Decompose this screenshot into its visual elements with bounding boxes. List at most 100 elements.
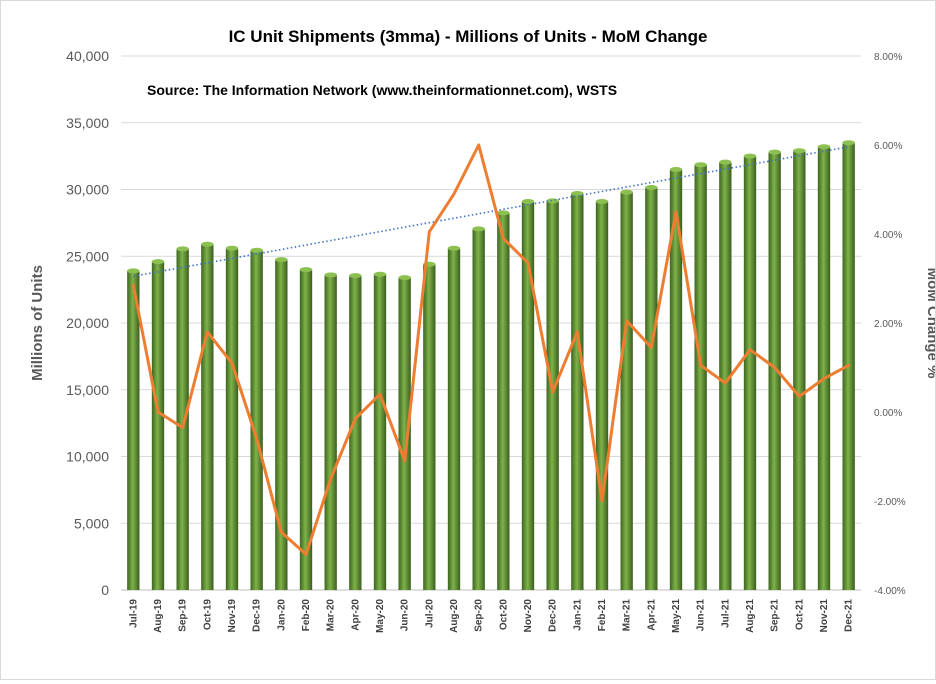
- bar-cap: [299, 267, 313, 273]
- trendline-path: [133, 145, 849, 278]
- y2-axis-ticks: -4.00% -2.00% 0.00% 2.00% 4.00% 6.00% 8.00%: [874, 52, 906, 597]
- bar-cap: [250, 247, 263, 253]
- bar: [349, 275, 362, 590]
- y2-tick-label: -4.00%: [874, 586, 906, 597]
- bar-cap: [176, 246, 189, 252]
- x-tick-label: Aug-20: [449, 599, 460, 633]
- y2-tick-label: -2.00%: [874, 497, 906, 508]
- bar-cap: [743, 153, 757, 159]
- x-tick-label: May-20: [375, 599, 386, 633]
- bar: [472, 228, 485, 590]
- bar: [521, 201, 535, 590]
- chart-source: Source: The Information Network (www.the…: [147, 82, 617, 98]
- chart-title: IC Unit Shipments (3mma) - Millions of U…: [229, 27, 708, 46]
- x-tick-label: Nov-21: [819, 599, 830, 633]
- bar-cap: [817, 144, 831, 150]
- y-tick-label: 5,000: [74, 515, 109, 531]
- bar-cap: [201, 241, 214, 247]
- x-tick-label: Sep-19: [178, 599, 189, 632]
- bar-cap: [472, 226, 485, 232]
- x-tick-label: Jul-19: [128, 599, 139, 628]
- x-tick-label: Jan-20: [276, 599, 287, 631]
- bar: [595, 201, 609, 590]
- bar-cap: [768, 149, 781, 155]
- bar: [768, 152, 781, 590]
- bar-cap: [620, 189, 633, 195]
- bar-cap: [793, 148, 806, 154]
- y-tick-label: 0: [101, 582, 109, 598]
- bar: [620, 192, 633, 591]
- x-tick-label: Oct-21: [794, 599, 805, 631]
- bar-cap: [151, 259, 165, 265]
- y-tick-label: 40,000: [66, 48, 109, 64]
- bar: [127, 270, 140, 590]
- trendline: [133, 145, 849, 278]
- y-tick-label: 30,000: [66, 182, 109, 198]
- bar: [645, 187, 658, 590]
- bar-cap: [546, 198, 559, 204]
- bar: [373, 274, 387, 590]
- x-tick-label: Apr-20: [350, 599, 361, 631]
- bar: [299, 269, 313, 590]
- x-axis-ticks: Jul-19 Aug-19 Sep-19 Oct-19 Nov-19 Dec-19 Jan-…: [128, 599, 854, 633]
- x-tick-label: Dec-21: [844, 599, 855, 632]
- y2-axis-title: MoM Change %: [924, 268, 935, 379]
- y-tick-label: 15,000: [66, 382, 109, 398]
- bar: [176, 248, 189, 590]
- y2-tick-label: 4.00%: [874, 230, 902, 241]
- bar: [201, 244, 214, 591]
- x-tick-label: Sep-21: [770, 599, 781, 632]
- y-tick-label: 25,000: [66, 248, 109, 264]
- bar-cap: [373, 271, 387, 277]
- bar-cap: [497, 210, 510, 216]
- bar: [151, 261, 165, 590]
- x-tick-label: Jul-20: [424, 599, 435, 628]
- bar: [719, 162, 732, 590]
- bar-cap: [324, 272, 337, 278]
- bar-cap: [719, 159, 732, 165]
- bar-cap: [645, 184, 658, 190]
- x-tick-label: Mar-20: [326, 599, 337, 632]
- bar-cap: [694, 162, 707, 168]
- x-tick-label: Jul-21: [720, 599, 731, 628]
- y2-tick-label: 8.00%: [874, 52, 902, 63]
- bar: [398, 277, 411, 590]
- bar-cap: [447, 245, 461, 251]
- x-tick-label: Aug-21: [745, 599, 756, 633]
- x-tick-label: Jun-20: [400, 599, 411, 632]
- bar-cap: [398, 275, 411, 281]
- x-tick-label: Feb-21: [597, 599, 608, 632]
- bar: [497, 212, 510, 591]
- y2-tick-label: 0.00%: [874, 408, 902, 419]
- x-tick-label: Jun-21: [696, 599, 707, 632]
- x-tick-label: May-21: [671, 599, 682, 633]
- bar: [743, 156, 757, 590]
- bar: [275, 259, 288, 590]
- x-tick-label: Dec-19: [252, 599, 263, 632]
- x-tick-label: Jan-21: [572, 599, 583, 631]
- bar: [571, 193, 584, 590]
- bar-series: [127, 140, 855, 591]
- x-tick-label: Nov-19: [227, 599, 238, 633]
- x-tick-label: Dec-20: [548, 599, 559, 632]
- bar: [669, 169, 683, 590]
- x-tick-label: Oct-19: [202, 599, 213, 631]
- y-tick-label: 10,000: [66, 449, 109, 465]
- x-tick-label: Mar-21: [622, 599, 633, 632]
- bar: [546, 200, 559, 590]
- bar: [447, 248, 461, 591]
- y2-tick-label: 6.00%: [874, 141, 902, 152]
- x-tick-label: Aug-19: [153, 599, 164, 633]
- mom-line-series: [131, 143, 851, 556]
- y2-tick-label: 2.00%: [874, 319, 902, 330]
- y-tick-label: 20,000: [66, 315, 109, 331]
- bar-cap: [127, 268, 140, 274]
- y-axis-title: Millions of Units: [29, 265, 46, 381]
- bar-cap: [669, 166, 683, 172]
- bar-cap: [521, 199, 535, 205]
- bar-cap: [349, 273, 362, 279]
- bar: [324, 274, 337, 590]
- y-axis-ticks: 0 5,000 10,000 15,000 20,000 25,000 30,000 35,0…: [66, 48, 109, 598]
- bar-cap: [225, 245, 239, 251]
